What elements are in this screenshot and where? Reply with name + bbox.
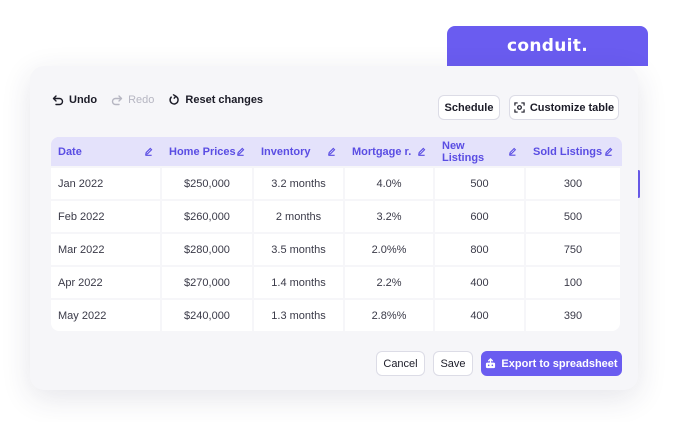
table-cell[interactable]: $240,000	[162, 300, 252, 331]
table-cell[interactable]: Jan 2022	[51, 168, 160, 199]
table-cell[interactable]: $280,000	[162, 234, 252, 265]
table-cell[interactable]: 1.4 months	[254, 267, 343, 298]
edit-icon[interactable]	[236, 147, 245, 156]
table-cell[interactable]: 2.8%%	[345, 300, 433, 331]
reset-icon	[169, 94, 180, 105]
edit-icon[interactable]	[144, 147, 153, 156]
column-header-new-listings[interactable]: New Listings	[435, 137, 524, 166]
cancel-button[interactable]: Cancel	[376, 351, 425, 376]
table-cell[interactable]: Apr 2022	[51, 267, 160, 298]
redo-button[interactable]: Redo	[111, 94, 154, 106]
save-button[interactable]: Save	[433, 351, 473, 376]
table-cell[interactable]: $270,000	[162, 267, 252, 298]
brand-logo: conduit.	[447, 26, 648, 66]
column-header-sold-listings[interactable]: Sold Listings	[526, 137, 620, 166]
save-label: Save	[440, 357, 466, 370]
table-cell[interactable]: 2.0%%	[345, 234, 433, 265]
table-cell[interactable]: May 2022	[51, 300, 160, 331]
edit-icon[interactable]	[417, 147, 426, 156]
table-cell[interactable]: 2.2%	[345, 267, 433, 298]
table-cell[interactable]: 750	[526, 234, 620, 265]
table-cell[interactable]: 300	[526, 168, 620, 199]
customize-label: Customize table	[529, 101, 615, 114]
table-cell[interactable]: $260,000	[162, 201, 252, 232]
table-cell[interactable]: Feb 2022	[51, 201, 160, 232]
column-header-mortgage-rate[interactable]: Mortgage r.	[345, 137, 433, 166]
table-cell[interactable]: 390	[526, 300, 620, 331]
table-header: Date Home Prices Inventory Mortgage r. N…	[51, 137, 622, 166]
undo-label: Undo	[69, 94, 98, 106]
edit-icon[interactable]	[604, 147, 613, 156]
table-row: Mar 2022 $280,000 3.5 months 2.0%% 800 7…	[51, 234, 622, 265]
side-accent-bar	[637, 170, 640, 198]
table-cell[interactable]: 600	[435, 201, 524, 232]
toolbar: Undo Redo Reset changes	[52, 94, 263, 106]
table-cell[interactable]: 3.5 months	[254, 234, 343, 265]
table-row: Jan 2022 $250,000 3.2 months 4.0% 500 30…	[51, 168, 622, 199]
customize-table-button[interactable]: Customize table	[509, 95, 619, 120]
table-cell[interactable]: 500	[526, 201, 620, 232]
table-cell[interactable]: 4.0%	[345, 168, 433, 199]
table-cell[interactable]: 100	[526, 267, 620, 298]
table-cell[interactable]: 3.2%	[345, 201, 433, 232]
table-row: Feb 2022 $260,000 2 months 3.2% 600 500	[51, 201, 622, 232]
reset-changes-button[interactable]: Reset changes	[168, 94, 263, 106]
edit-icon[interactable]	[327, 147, 336, 156]
table-cell[interactable]: $250,000	[162, 168, 252, 199]
table-cell[interactable]: 400	[435, 267, 524, 298]
customize-icon	[514, 102, 525, 113]
column-header-date[interactable]: Date	[51, 137, 160, 166]
table-cell[interactable]: 1.3 months	[254, 300, 343, 331]
schedule-button[interactable]: Schedule	[438, 95, 500, 120]
redo-icon	[111, 95, 123, 106]
export-icon	[486, 358, 496, 369]
undo-button[interactable]: Undo	[52, 94, 97, 106]
edit-icon[interactable]	[508, 147, 517, 156]
data-table: Date Home Prices Inventory Mortgage r. N…	[51, 137, 622, 331]
reset-label: Reset changes	[185, 94, 264, 106]
schedule-label: Schedule	[444, 101, 494, 114]
export-to-spreadsheet-button[interactable]: Export to spreadsheet	[481, 351, 622, 376]
table-cell[interactable]: 500	[435, 168, 524, 199]
cancel-label: Cancel	[383, 357, 418, 370]
redo-label: Redo	[128, 94, 155, 106]
table-row: May 2022 $240,000 1.3 months 2.8%% 400 3…	[51, 300, 622, 331]
table-cell[interactable]: 400	[435, 300, 524, 331]
table-cell[interactable]: 2 months	[254, 201, 343, 232]
table-editor-card: Undo Redo Reset changes Schedule Customi…	[30, 66, 638, 390]
export-label: Export to spreadsheet	[501, 357, 618, 370]
column-header-home-prices[interactable]: Home Prices	[162, 137, 252, 166]
column-header-inventory[interactable]: Inventory	[254, 137, 343, 166]
table-cell[interactable]: 3.2 months	[254, 168, 343, 199]
table-row: Apr 2022 $270,000 1.4 months 2.2% 400 10…	[51, 267, 622, 298]
undo-icon	[52, 95, 64, 106]
table-cell[interactable]: 800	[435, 234, 524, 265]
table-cell[interactable]: Mar 2022	[51, 234, 160, 265]
